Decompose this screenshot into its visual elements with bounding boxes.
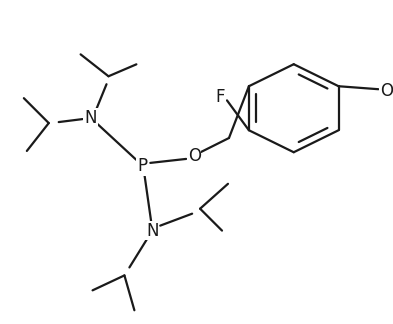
Text: N: N — [84, 109, 97, 127]
Text: N: N — [146, 222, 158, 240]
Text: O: O — [380, 82, 393, 100]
Text: O: O — [187, 147, 201, 165]
Text: P: P — [137, 157, 147, 175]
Text: F: F — [215, 88, 225, 106]
